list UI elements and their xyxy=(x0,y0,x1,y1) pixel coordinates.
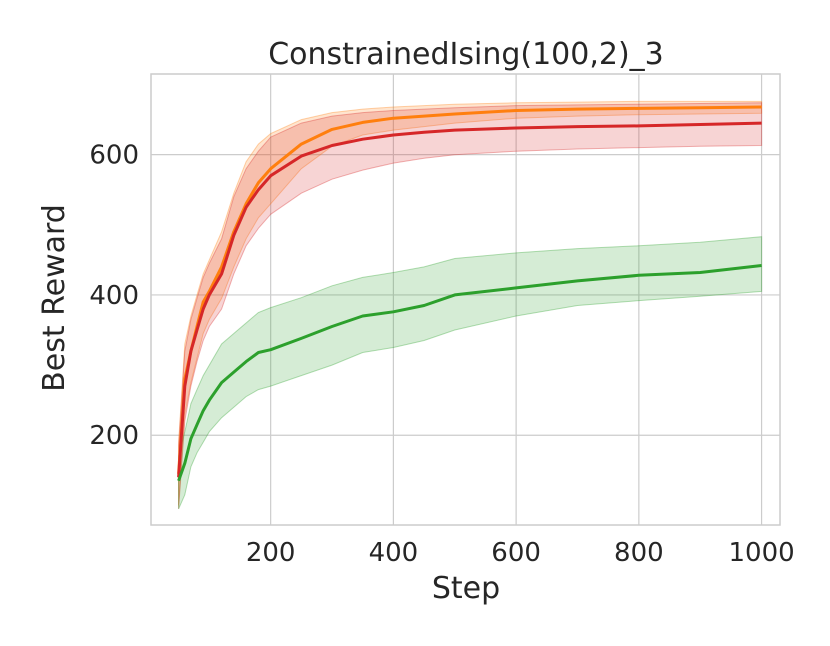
x-tick-label: 600 xyxy=(491,538,541,568)
confidence-bands xyxy=(178,100,763,510)
series-1-band xyxy=(178,102,763,509)
series-0-band xyxy=(178,100,763,506)
series-2-line xyxy=(177,264,762,482)
x-tick-label: 200 xyxy=(246,538,296,568)
series-lines xyxy=(177,105,762,482)
series-1-line xyxy=(177,121,762,478)
x-axis-label: Step xyxy=(432,571,500,606)
series-2-band xyxy=(178,236,763,510)
y-tick-label: 200 xyxy=(89,421,139,451)
x-tick-label: 800 xyxy=(614,538,664,568)
plot-frame xyxy=(150,73,781,526)
y-axis-label: Best Reward xyxy=(37,204,72,392)
y-tick-label: 400 xyxy=(89,281,139,311)
x-tick-label: 400 xyxy=(369,538,419,568)
y-tick-label: 600 xyxy=(89,141,139,171)
tick-labels: 200 400 600 800 1000 200 400 600 xyxy=(89,141,794,568)
x-tick-label: 1000 xyxy=(729,538,795,568)
chart-title: ConstrainedIsing(100,2)_3 xyxy=(268,37,664,72)
